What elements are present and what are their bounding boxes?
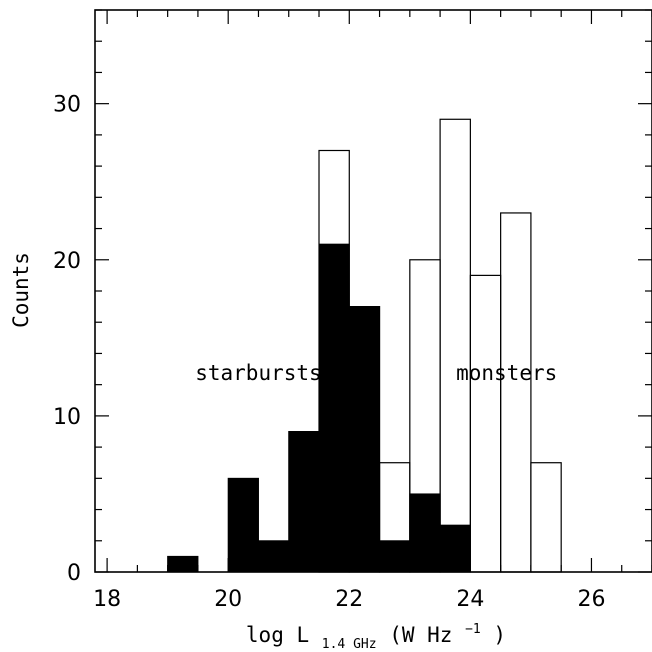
filled-bar-7: [409, 493, 441, 573]
x-axis-label-unit-open: (W Hz: [389, 623, 452, 647]
annotation-starbursts: starbursts: [195, 361, 321, 385]
y-axis-label: Counts: [9, 252, 33, 328]
x-tick-label: 26: [577, 587, 605, 612]
x-tick-label: 24: [456, 587, 484, 612]
starbursts-histogram-filled: [167, 243, 471, 573]
x-axis-label-prefix: log L: [246, 623, 309, 647]
filled-bar-8: [439, 524, 471, 573]
filled-bar-6: [379, 540, 411, 573]
y-tick-label: 30: [53, 93, 81, 118]
filled-bar-1: [227, 477, 259, 573]
x-tick-label: 20: [214, 587, 242, 612]
filled-bar-2: [257, 540, 290, 573]
axis-ticks: [95, 9, 652, 573]
outline-bar-4: [439, 118, 471, 573]
x-tick-label: 18: [93, 587, 121, 612]
x-axis-label-subscript: 1.4 GHz: [322, 637, 377, 652]
x-axis-label-unit-close: ): [493, 623, 506, 647]
outline-bar-7: [530, 462, 562, 573]
axis-tick-labels: 18 20 22 24 26 0 10 20 30: [53, 93, 605, 612]
outline-bar-6: [500, 212, 532, 573]
filled-bar-3: [288, 431, 320, 573]
filled-bar-0: [167, 555, 199, 573]
filled-bar-4: [318, 243, 350, 573]
x-axis-label-superscript: −1: [465, 622, 481, 637]
x-axis-label: log L 1.4 GHz (W Hz −1 ): [246, 614, 506, 652]
y-tick-label: 10: [53, 405, 81, 430]
filled-bar-5: [348, 306, 381, 573]
x-tick-label: 22: [335, 587, 363, 612]
y-tick-label: 0: [67, 561, 81, 586]
y-tick-label: 20: [53, 249, 81, 274]
annotations: starbursts monsters: [195, 361, 557, 385]
annotation-monsters: monsters: [456, 361, 557, 385]
outline-bar-5: [469, 274, 502, 573]
